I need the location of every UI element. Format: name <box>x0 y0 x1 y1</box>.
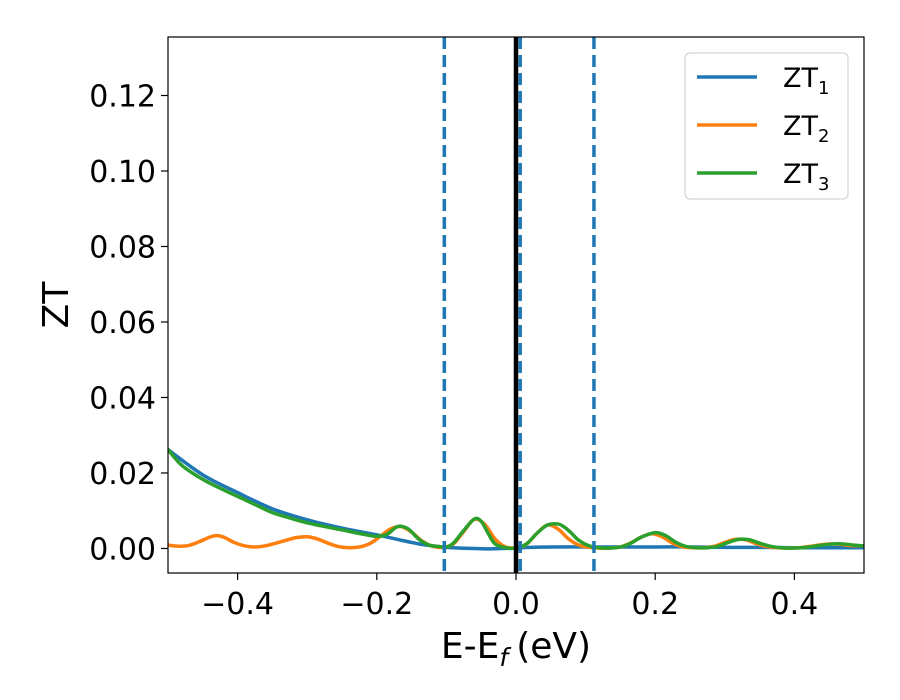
legend-frame <box>684 52 849 200</box>
series-layer <box>168 447 864 551</box>
legend-label-1: ZT1 <box>783 63 829 99</box>
legend-label-2: ZT2 <box>783 111 829 147</box>
y-tick-label: 0.12 <box>89 80 156 115</box>
x-axis-label: E-Ef (eV) <box>441 626 591 672</box>
x-axis-label-unit: (eV) <box>516 626 591 667</box>
y-tick-label: 0.08 <box>89 230 156 265</box>
y-tick-label: 0.00 <box>89 532 156 567</box>
series-line-3 <box>168 447 864 551</box>
y-tick-label: 0.10 <box>89 155 156 190</box>
y-tick-label: 0.04 <box>89 381 156 416</box>
y-axis: 0.00 0.02 0.04 0.06 0.08 0.10 0.12 <box>89 80 168 567</box>
x-axis: −0.4 −0.2 0.0 0.2 0.4 <box>201 573 818 622</box>
x-tick-label: 0.2 <box>631 587 679 622</box>
legend-label-3: ZT3 <box>783 159 829 195</box>
reference-lines <box>442 37 596 573</box>
x-tick-label: −0.2 <box>340 587 413 622</box>
x-tick-label: 0.0 <box>492 587 540 622</box>
y-tick-label: 0.06 <box>89 306 156 341</box>
x-axis-label-subscript: f <box>499 643 511 672</box>
x-axis-label-main: E-E <box>441 626 499 667</box>
x-tick-label: 0.4 <box>771 587 819 622</box>
legend: ZT1 ZT2 ZT3 <box>684 52 849 200</box>
y-tick-label: 0.02 <box>89 457 156 492</box>
y-axis-label: ZT <box>36 281 77 329</box>
x-tick-label: −0.4 <box>201 587 274 622</box>
